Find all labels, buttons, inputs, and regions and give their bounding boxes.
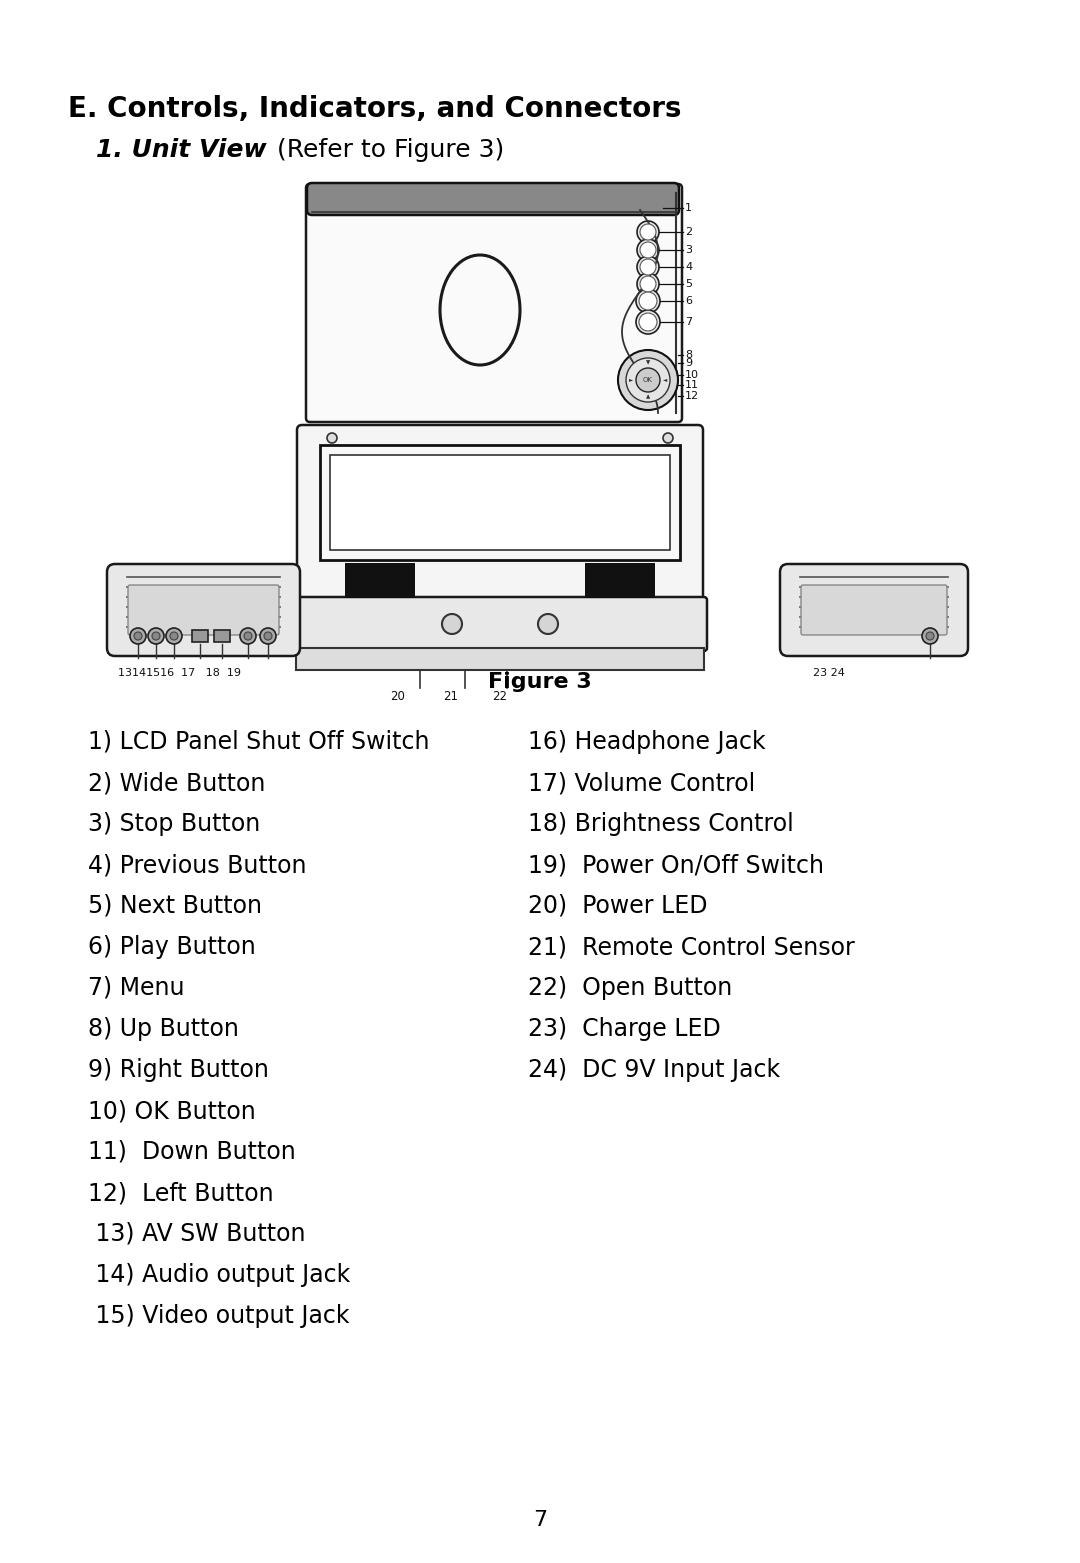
Text: 1) LCD Panel Shut Off Switch: 1) LCD Panel Shut Off Switch [87, 730, 430, 753]
Circle shape [926, 631, 934, 639]
FancyBboxPatch shape [307, 183, 679, 216]
Circle shape [636, 367, 660, 392]
Circle shape [134, 631, 141, 639]
Circle shape [640, 277, 656, 292]
FancyBboxPatch shape [129, 585, 279, 635]
Text: 3) Stop Button: 3) Stop Button [87, 813, 260, 836]
FancyBboxPatch shape [780, 564, 968, 656]
Circle shape [637, 220, 659, 242]
Text: 7) Menu: 7) Menu [87, 975, 185, 1000]
Text: E. Controls, Indicators, and Connectors: E. Controls, Indicators, and Connectors [68, 95, 681, 123]
Text: 6: 6 [685, 295, 692, 306]
Text: 21: 21 [443, 689, 458, 703]
Text: 4: 4 [685, 263, 692, 272]
Circle shape [637, 274, 659, 295]
Text: 3: 3 [685, 245, 692, 255]
Text: 10: 10 [685, 370, 699, 380]
Text: 23)  Charge LED: 23) Charge LED [528, 1018, 720, 1041]
FancyBboxPatch shape [293, 597, 707, 652]
Text: 4) Previous Button: 4) Previous Button [87, 853, 307, 877]
Circle shape [640, 242, 656, 258]
Text: ▼: ▼ [646, 361, 650, 366]
Text: 11: 11 [685, 380, 699, 391]
Text: 13141516  17   18  19: 13141516 17 18 19 [118, 667, 241, 678]
Text: 7: 7 [685, 317, 692, 327]
Bar [345, 563, 415, 599]
Circle shape [922, 628, 939, 644]
Text: 10) OK Button: 10) OK Button [87, 1099, 256, 1122]
Text: 5: 5 [685, 280, 692, 289]
Text: 7: 7 [532, 1510, 548, 1530]
Text: 18) Brightness Control: 18) Brightness Control [528, 813, 794, 836]
FancyBboxPatch shape [306, 184, 681, 422]
Circle shape [538, 614, 558, 635]
Circle shape [240, 628, 256, 644]
Text: 22: 22 [492, 689, 507, 703]
Circle shape [166, 628, 183, 644]
Circle shape [626, 358, 670, 402]
Text: (Refer to Figure 3): (Refer to Figure 3) [269, 138, 504, 163]
Circle shape [663, 433, 673, 442]
Circle shape [442, 614, 462, 635]
Circle shape [639, 313, 657, 331]
Text: 15) Video output Jack: 15) Video output Jack [87, 1304, 350, 1329]
Circle shape [148, 628, 164, 644]
Text: ▲: ▲ [646, 394, 650, 400]
Ellipse shape [440, 255, 519, 366]
Text: 12)  Left Button: 12) Left Button [87, 1182, 273, 1205]
Bar [192, 630, 208, 642]
Text: 17) Volume Control: 17) Volume Control [528, 771, 755, 796]
Text: 2) Wide Button: 2) Wide Button [87, 771, 266, 796]
Circle shape [637, 239, 659, 261]
Text: 13) AV SW Button: 13) AV SW Button [87, 1222, 306, 1246]
Text: 1: 1 [685, 203, 692, 213]
Circle shape [152, 631, 160, 639]
Circle shape [637, 256, 659, 278]
Text: 2: 2 [685, 227, 692, 238]
Circle shape [639, 292, 657, 309]
Text: 6) Play Button: 6) Play Button [87, 935, 256, 960]
Circle shape [640, 224, 656, 241]
Circle shape [636, 309, 660, 334]
Text: 9: 9 [685, 358, 692, 367]
Text: 5) Next Button: 5) Next Button [87, 894, 262, 917]
Text: 21)  Remote Control Sensor: 21) Remote Control Sensor [528, 935, 854, 960]
Text: 8: 8 [685, 350, 692, 359]
Circle shape [244, 631, 252, 639]
Bar [330, 455, 670, 550]
Bar [585, 563, 654, 599]
Text: 23 24: 23 24 [813, 667, 845, 678]
Text: 12: 12 [685, 391, 699, 402]
FancyBboxPatch shape [297, 425, 703, 650]
Text: 19)  Power On/Off Switch: 19) Power On/Off Switch [528, 853, 824, 877]
Bar [214, 630, 230, 642]
FancyBboxPatch shape [801, 585, 947, 635]
Text: ►: ► [629, 378, 633, 383]
Text: 14) Audio output Jack: 14) Audio output Jack [87, 1263, 350, 1286]
Circle shape [327, 433, 337, 442]
Text: ◄: ◄ [663, 378, 667, 383]
Text: 20: 20 [390, 689, 405, 703]
Bar [320, 445, 680, 560]
Circle shape [130, 628, 146, 644]
Text: 22)  Open Button: 22) Open Button [528, 975, 732, 1000]
FancyBboxPatch shape [107, 564, 300, 656]
Bar [296, 649, 704, 671]
Text: 11)  Down Button: 11) Down Button [87, 1139, 296, 1164]
Text: Figure 3: Figure 3 [488, 672, 592, 692]
Text: 8) Up Button: 8) Up Button [87, 1018, 239, 1041]
Circle shape [636, 289, 660, 313]
Text: 1. Unit View: 1. Unit View [96, 138, 267, 163]
Circle shape [170, 631, 178, 639]
Text: OK: OK [643, 377, 653, 383]
Circle shape [264, 631, 272, 639]
Circle shape [260, 628, 276, 644]
Text: 24)  DC 9V Input Jack: 24) DC 9V Input Jack [528, 1058, 780, 1082]
Text: 9) Right Button: 9) Right Button [87, 1058, 269, 1082]
Circle shape [618, 350, 678, 410]
Circle shape [640, 259, 656, 275]
Text: 16) Headphone Jack: 16) Headphone Jack [528, 730, 766, 753]
Text: 20)  Power LED: 20) Power LED [528, 894, 707, 917]
